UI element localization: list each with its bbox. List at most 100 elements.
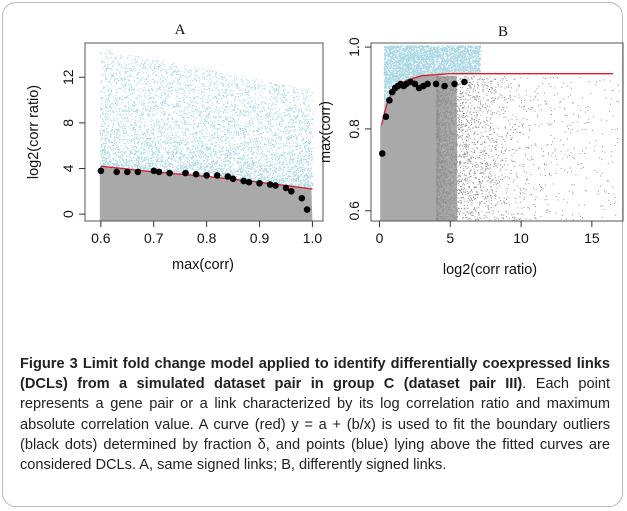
panel-a-blue-point bbox=[164, 102, 166, 104]
panel-a-blue-point bbox=[176, 131, 178, 133]
panel-a-blue-point bbox=[141, 168, 143, 170]
panel-a-blue-point bbox=[255, 116, 257, 118]
panel-a-blue-point bbox=[289, 162, 291, 164]
panel-a-blue-point bbox=[134, 58, 136, 60]
panel-a-blue-point bbox=[301, 111, 303, 113]
panel-a-blue-point bbox=[288, 161, 290, 163]
panel-a-blue-point bbox=[164, 100, 166, 102]
panel-a-blue-point bbox=[192, 152, 194, 154]
panel-a-blue-point bbox=[147, 80, 149, 82]
panel-a-blue-point bbox=[106, 160, 108, 162]
panel-a-blue-point bbox=[150, 85, 152, 87]
panel-a-blue-point bbox=[262, 96, 264, 98]
panel-a-blue-point bbox=[206, 113, 208, 115]
panel-a-blue-point bbox=[151, 79, 153, 81]
panel-a-blue-point bbox=[292, 171, 294, 173]
panel-a-blue-point bbox=[277, 152, 279, 154]
panel-a-blue-point bbox=[298, 164, 300, 166]
panel-a-blue-point bbox=[311, 175, 313, 177]
panel-a-blue-point bbox=[260, 121, 262, 123]
panel-a-blue-point bbox=[212, 159, 214, 161]
panel-a-blue-point bbox=[277, 175, 279, 177]
panel-a-blue-point bbox=[100, 75, 102, 77]
panel-a-blue-point bbox=[166, 152, 168, 154]
panel-a-blue-point bbox=[164, 169, 166, 171]
panel-a-blue-point bbox=[292, 110, 294, 112]
panel-a-blue-point bbox=[303, 179, 305, 181]
panel-a-blue-point bbox=[144, 151, 146, 153]
panel-a-blue-point bbox=[269, 128, 271, 130]
panel-a-blue-point bbox=[236, 108, 238, 110]
panel-a-blue-point bbox=[248, 94, 250, 96]
panel-a-blue-point bbox=[158, 108, 160, 110]
panel-a-blue-point bbox=[246, 175, 248, 177]
panel-a-blue-point bbox=[107, 94, 109, 96]
panel-a-blue-point bbox=[146, 129, 148, 131]
panel-a-blue-point bbox=[150, 97, 152, 99]
panel-a-blue-point bbox=[224, 134, 226, 136]
panel-a-blue-point bbox=[167, 161, 169, 163]
panel-a-blue-point bbox=[131, 147, 133, 149]
panel-a-blue-point bbox=[129, 83, 131, 85]
panel-a-blue-point bbox=[207, 147, 209, 149]
panel-a-blue-point bbox=[147, 114, 149, 116]
panel-a-blue-point bbox=[187, 141, 189, 143]
panel-a-blue-point bbox=[107, 104, 109, 106]
panel-a-blue-point bbox=[206, 147, 208, 149]
panel-a-blue-point bbox=[108, 140, 110, 142]
panel-a-blue-point bbox=[283, 94, 285, 96]
panel-a-blue-point bbox=[168, 156, 170, 158]
panel-a-blue-point bbox=[116, 88, 118, 90]
panel-a-blue-point bbox=[228, 164, 230, 166]
panel-a-blue-point bbox=[268, 114, 270, 116]
panel-a-blue-point bbox=[104, 161, 106, 163]
panel-a-blue-point bbox=[183, 161, 185, 163]
panel-a-blue-point bbox=[243, 164, 245, 166]
panel-a-blue-point bbox=[128, 99, 130, 101]
panel-a-blue-point bbox=[251, 107, 253, 109]
panel-a-blue-point bbox=[194, 159, 196, 161]
panel-a-blue-point bbox=[264, 178, 266, 180]
panel-a-blue-point bbox=[304, 104, 306, 106]
panel-a-blue-point bbox=[159, 161, 161, 163]
panel-a-blue-point bbox=[111, 120, 113, 122]
panel-a-blue-point bbox=[263, 143, 265, 145]
panel-a-blue-point bbox=[182, 110, 184, 112]
panel-a-blue-point bbox=[189, 172, 191, 174]
panel-a-blue-point bbox=[142, 63, 144, 65]
panel-a-blue-point bbox=[284, 97, 286, 99]
panel-a-blue-point bbox=[112, 61, 114, 63]
panel-a-blue-point bbox=[117, 60, 119, 62]
panel-a-blue-point bbox=[238, 170, 240, 172]
panel-a-blue-point bbox=[125, 110, 127, 112]
panel-a-blue-point bbox=[260, 116, 262, 118]
panel-a-blue-point bbox=[177, 142, 179, 144]
panel-a-blue-point bbox=[181, 142, 183, 144]
panel-a-blue-point bbox=[150, 107, 152, 109]
panel-a-blue-point bbox=[283, 146, 285, 148]
panel-a-blue-point bbox=[134, 166, 136, 168]
panel-a-blue-point bbox=[180, 157, 182, 159]
panel-a-blue-point bbox=[185, 169, 187, 171]
panel-a-blue-point bbox=[119, 96, 121, 98]
panel-a-blue-point bbox=[298, 176, 300, 178]
panel-a-blue-point bbox=[271, 161, 273, 163]
panel-a-blue-point bbox=[252, 163, 254, 165]
panel-a-blue-point bbox=[220, 130, 222, 132]
panel-a-blue-point bbox=[105, 119, 107, 121]
panel-a-blue-point bbox=[267, 115, 269, 117]
panel-a-blue-point bbox=[227, 117, 229, 119]
panel-a-blue-point bbox=[126, 131, 128, 133]
panel-a-blue-point bbox=[121, 164, 123, 166]
panel-a-blue-point bbox=[245, 98, 247, 100]
panel-a-blue-point bbox=[107, 102, 109, 104]
panel-a-blue-point bbox=[237, 148, 239, 150]
panel-a-blue-point bbox=[205, 137, 207, 139]
panel-a-blue-point bbox=[223, 84, 225, 86]
panel-a-blue-point bbox=[153, 154, 155, 156]
panel-a-blue-point bbox=[253, 105, 255, 107]
panel-a-blue-point bbox=[258, 141, 260, 143]
panel-a-blue-point bbox=[300, 150, 302, 152]
panel-a-blue-point bbox=[170, 159, 172, 161]
panel-a-blue-point bbox=[267, 150, 269, 152]
